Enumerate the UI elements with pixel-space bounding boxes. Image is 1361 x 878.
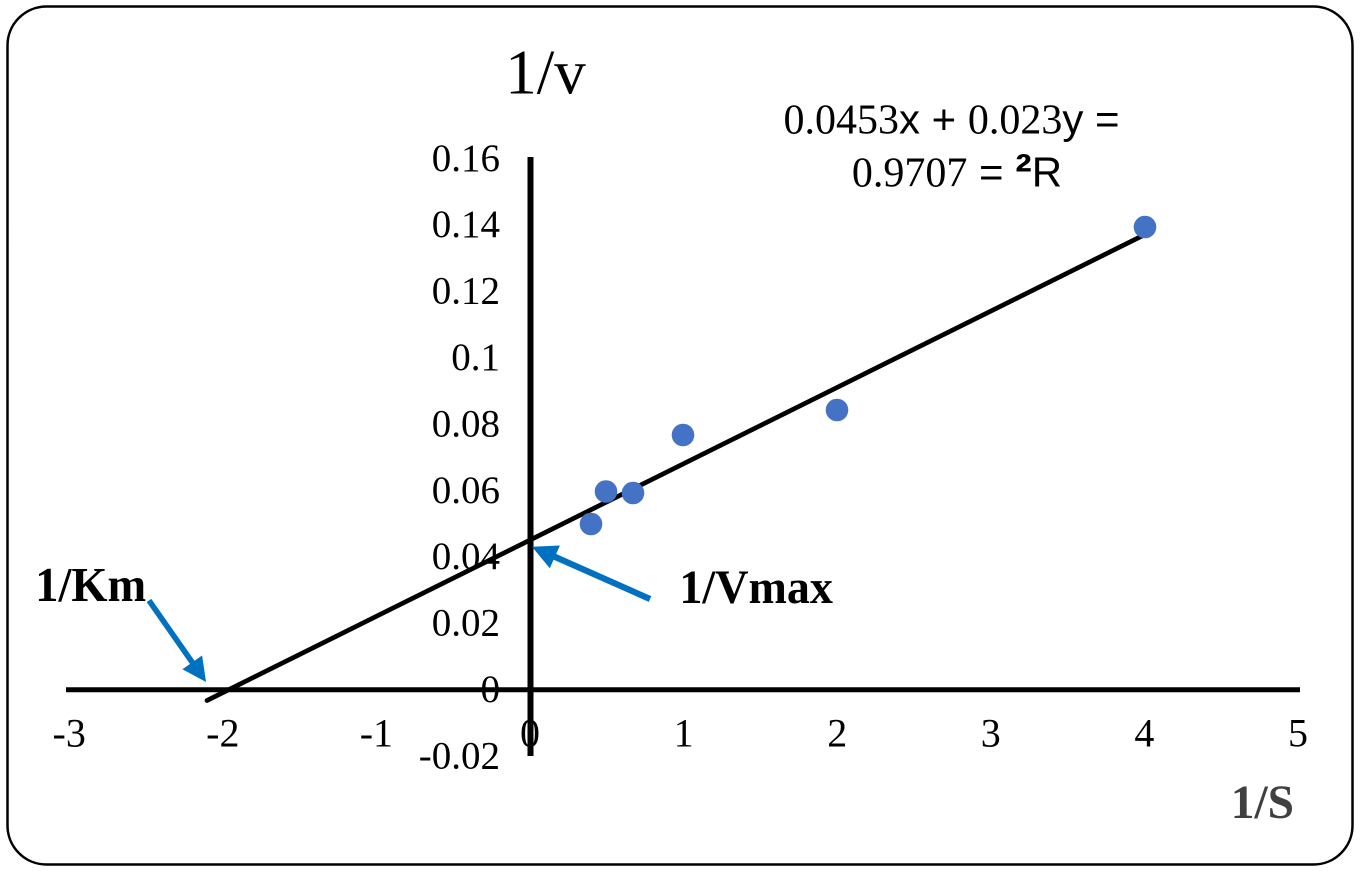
svg-text:0.12: 0.12 xyxy=(432,270,500,313)
svg-text:0.02: 0.02 xyxy=(432,602,500,645)
svg-text:0.9707 = ²R: 0.9707 = ²R xyxy=(852,144,1062,199)
svg-text:0.06: 0.06 xyxy=(432,469,500,512)
svg-text:0.0453x + 0.023y =: 0.0453x + 0.023y = xyxy=(783,96,1119,144)
svg-text:1/v: 1/v xyxy=(505,38,586,108)
svg-text:-2: -2 xyxy=(206,710,239,755)
svg-text:0.08: 0.08 xyxy=(432,402,500,445)
svg-text:3: 3 xyxy=(981,710,1001,755)
svg-text:4: 4 xyxy=(1134,710,1154,755)
svg-text:-0.02: -0.02 xyxy=(419,734,500,777)
svg-text:-1: -1 xyxy=(360,710,393,755)
svg-text:2: 2 xyxy=(827,710,847,755)
svg-text:1/Km: 1/Km xyxy=(35,557,146,612)
svg-text:0.1: 0.1 xyxy=(451,336,500,379)
svg-text:0.14: 0.14 xyxy=(432,203,500,246)
svg-text:5: 5 xyxy=(1288,710,1308,755)
svg-text:-3: -3 xyxy=(53,710,86,755)
svg-text:1/Vmax: 1/Vmax xyxy=(679,561,833,614)
svg-text:1/S: 1/S xyxy=(1231,777,1294,829)
svg-text:0.16: 0.16 xyxy=(432,137,500,180)
svg-text:1: 1 xyxy=(674,710,694,755)
